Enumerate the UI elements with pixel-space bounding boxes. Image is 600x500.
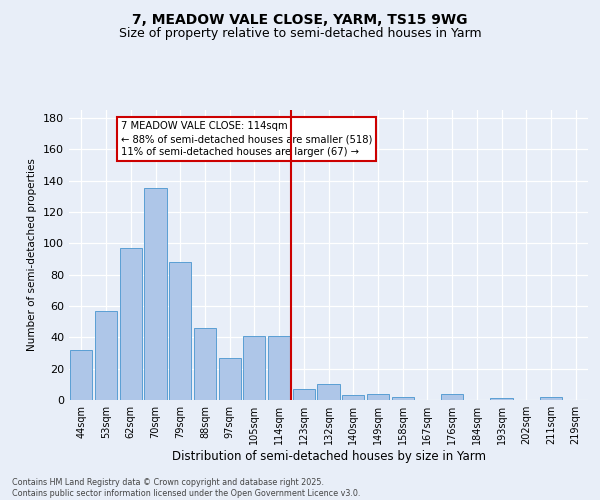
Bar xyxy=(218,358,241,400)
Bar xyxy=(490,398,512,400)
Text: 7 MEADOW VALE CLOSE: 114sqm
← 88% of semi-detached houses are smaller (518)
11% : 7 MEADOW VALE CLOSE: 114sqm ← 88% of sem… xyxy=(121,121,372,158)
Text: 7, MEADOW VALE CLOSE, YARM, TS15 9WG: 7, MEADOW VALE CLOSE, YARM, TS15 9WG xyxy=(132,12,468,26)
Bar xyxy=(441,394,463,400)
Text: Contains HM Land Registry data © Crown copyright and database right 2025.
Contai: Contains HM Land Registry data © Crown c… xyxy=(12,478,361,498)
X-axis label: Distribution of semi-detached houses by size in Yarm: Distribution of semi-detached houses by … xyxy=(172,450,485,463)
Bar xyxy=(95,310,117,400)
Bar xyxy=(342,396,364,400)
Bar xyxy=(169,262,191,400)
Y-axis label: Number of semi-detached properties: Number of semi-detached properties xyxy=(28,158,37,352)
Bar xyxy=(540,397,562,400)
Text: Size of property relative to semi-detached houses in Yarm: Size of property relative to semi-detach… xyxy=(119,28,481,40)
Bar xyxy=(367,394,389,400)
Bar xyxy=(243,336,265,400)
Bar xyxy=(70,350,92,400)
Bar xyxy=(268,336,290,400)
Bar xyxy=(145,188,167,400)
Bar xyxy=(119,248,142,400)
Bar xyxy=(317,384,340,400)
Bar xyxy=(392,397,414,400)
Bar xyxy=(194,328,216,400)
Bar xyxy=(293,389,315,400)
